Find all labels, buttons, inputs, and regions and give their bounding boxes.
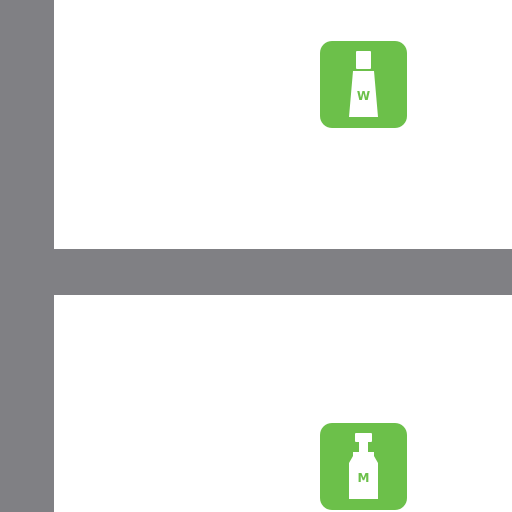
cologne-bottle-icon (349, 433, 378, 499)
horizontal-divider (0, 249, 512, 295)
tube-bottle-icon (349, 51, 378, 117)
women-product-badge[interactable]: W (320, 41, 407, 128)
badge-label-w: W (356, 89, 371, 103)
badge-label-m: M (357, 471, 370, 485)
men-product-badge[interactable]: M (320, 423, 407, 510)
